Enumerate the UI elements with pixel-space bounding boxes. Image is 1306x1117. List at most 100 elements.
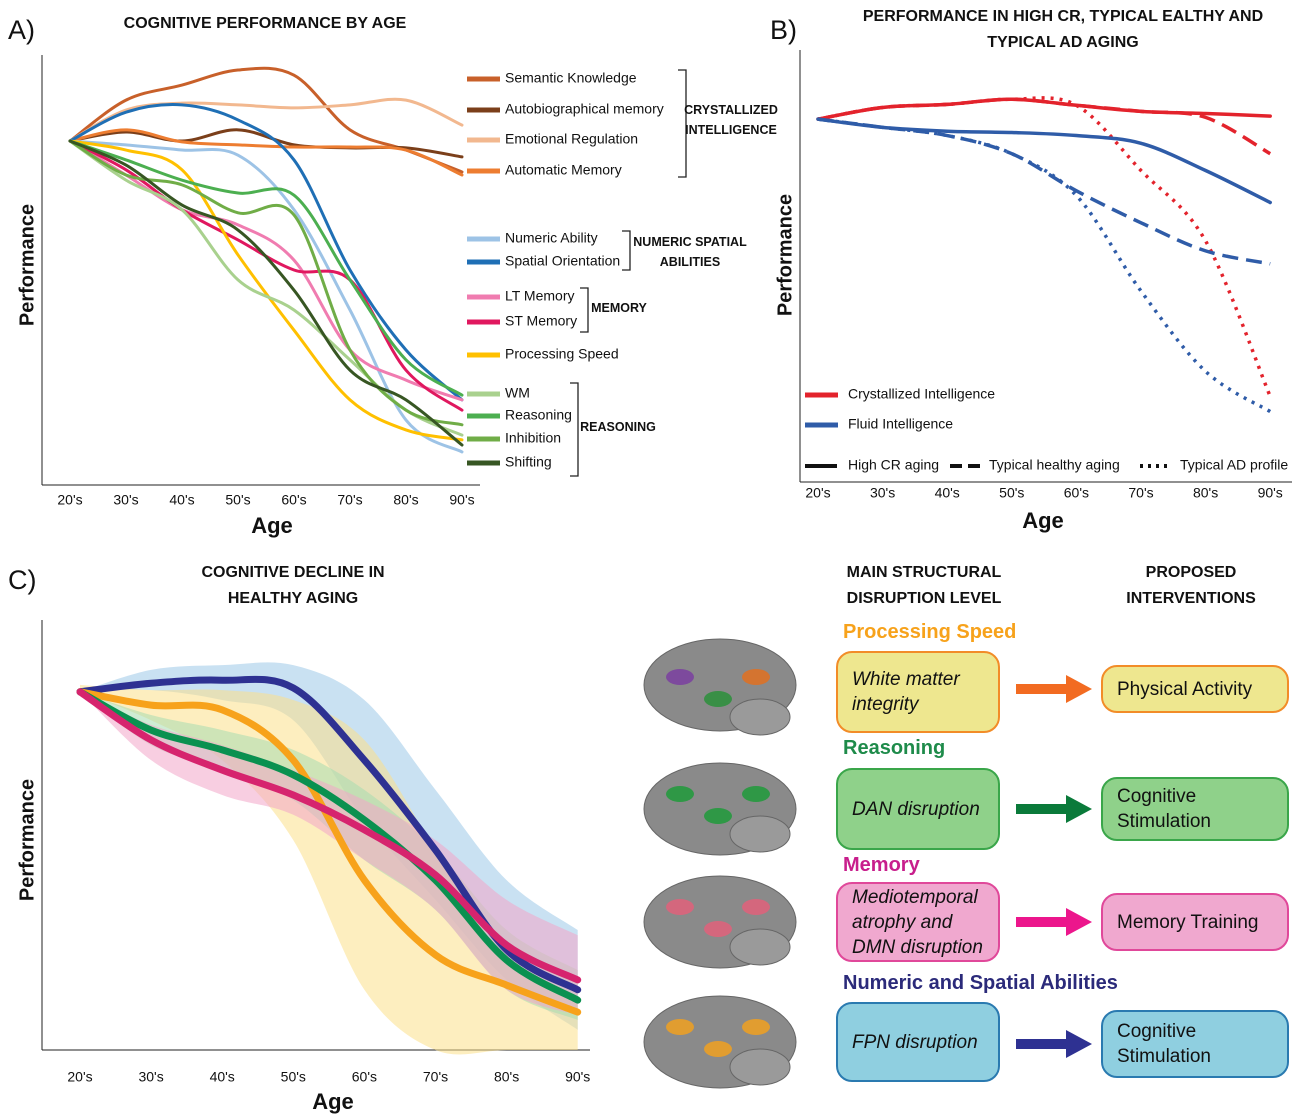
x-tick-label: 60's [352,1069,377,1085]
legend-label: Reasoning [505,407,572,423]
intervention-box: Cognitive Stimulation [1101,1010,1289,1078]
legend-group-label: NUMERIC SPATIAL ABILITIES [625,232,755,272]
x-tick-label: 90's [1258,485,1283,501]
line [818,119,1270,264]
arrow-head [1066,795,1092,823]
panel-label: B) [770,15,797,45]
x-tick-label: 70's [1128,485,1153,501]
x-tick-label: 50's [999,485,1024,501]
x-tick-label: 30's [113,492,138,508]
arrow-shaft [1016,1039,1068,1049]
disruption-box: DAN disruption [836,768,1000,850]
brain-region [742,899,770,915]
chart-title: COGNITIVE DECLINE IN HEALTHY AGING [183,560,403,612]
legend-label: Inhibition [505,430,561,446]
column-header: PROPOSED INTERVENTIONS [1111,560,1271,612]
section-heading: Numeric and Spatial Abilities [843,972,1118,995]
x-axis-label: Age [312,1089,354,1114]
brain-lobe [730,1049,790,1085]
legend-group-label: MEMORY [584,288,654,328]
legend-group-label: REASONING [578,407,658,447]
line [70,141,462,400]
x-tick-label: 80's [393,492,418,508]
line [818,119,1270,202]
brain-region [666,899,694,915]
y-axis-label: Performance [16,204,38,326]
x-tick-label: 30's [138,1069,163,1085]
x-tick-label: 80's [1193,485,1218,501]
legend-label: Processing Speed [505,346,619,362]
x-tick-label: 70's [337,492,362,508]
legend-label: Typical healthy aging [989,457,1120,473]
brain-region [742,1019,770,1035]
legend-label: Typical AD profile [1180,457,1288,473]
legend-group-label: CRYSTALLIZED INTELLIGENCE [681,100,781,140]
chart-title: COGNITIVE PERFORMANCE BY AGE [65,11,465,37]
x-axis-label: Age [1022,508,1064,533]
legend-label: Fluid Intelligence [848,416,953,432]
x-tick-label: 50's [281,1069,306,1085]
legend-bracket [570,383,578,476]
x-tick-label: 80's [494,1069,519,1085]
line [70,141,462,425]
brain-region [704,921,732,937]
arrow-head [1066,908,1092,936]
arrow-head [1066,1030,1092,1058]
figure: A) Performance Age 20's 30's 40's 50's 60's 70's… [0,0,1306,1117]
intervention-box: Cognitive Stimulation [1101,777,1289,841]
brain-region [742,786,770,802]
line [818,98,1270,397]
brain-region [666,786,694,802]
disruption-box: White matter integrity [836,651,1000,733]
x-tick-label: 40's [210,1069,235,1085]
disruption-box: FPN disruption [836,1002,1000,1082]
brain-region [666,1019,694,1035]
legend-label: LT Memory [505,288,575,304]
legend-label: Shifting [505,454,552,470]
x-tick-label: 90's [449,492,474,508]
x-tick-label: 60's [1064,485,1089,501]
x-tick-label: 60's [281,492,306,508]
panel-label: A) [8,15,35,45]
x-tick-label: 40's [935,485,960,501]
x-tick-label: 70's [423,1069,448,1085]
x-tick-label: 20's [57,492,82,508]
disruption-box: Mediotemporal atrophy and DMN disruption [836,882,1000,962]
brain-lobe [730,816,790,852]
section-heading: Reasoning [843,737,945,760]
legend-label: Numeric Ability [505,230,598,246]
legend-label: Crystallized Intelligence [848,386,995,402]
line [70,141,462,395]
y-axis-label: Performance [16,779,38,901]
line [70,141,462,440]
x-tick-label: 50's [225,492,250,508]
y-axis-label: Performance [774,194,796,316]
line [70,141,462,435]
brain-region [704,691,732,707]
arrow-shaft [1016,804,1068,814]
line [818,119,1270,411]
x-tick-label: 30's [870,485,895,501]
legend-label: Automatic Memory [505,162,622,178]
brain-region [704,1041,732,1057]
legend-label: Autobiographical memory [505,101,664,117]
section-heading: Processing Speed [843,621,1016,644]
x-tick-label: 20's [805,485,830,501]
brain-lobe [730,699,790,735]
legend-label: Spatial Orientation [505,253,620,269]
line [70,68,462,172]
x-axis-label: Age [251,513,293,538]
arrow-head [1066,675,1092,703]
brain-region [704,808,732,824]
panel-label: C) [8,565,37,595]
arrow-shaft [1016,684,1068,694]
intervention-box: Physical Activity [1101,665,1289,713]
x-tick-label: 40's [169,492,194,508]
arrow-shaft [1016,917,1068,927]
x-tick-label: 20's [67,1069,92,1085]
column-header: MAIN STRUCTURAL DISRUPTION LEVEL [824,560,1024,612]
legend-label: Emotional Regulation [505,131,638,147]
x-tick-label: 90's [565,1069,590,1085]
brain-region [666,669,694,685]
legend-label: WM [505,385,530,401]
